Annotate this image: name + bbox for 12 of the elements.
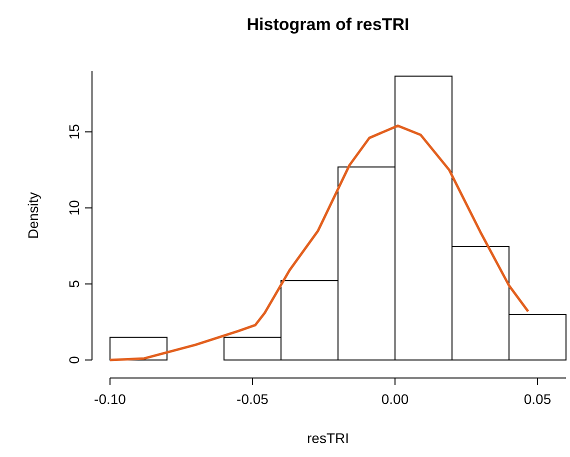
line-series — [108, 124, 530, 362]
x-tick-label: 0.05 — [524, 391, 552, 407]
x-tick-label: -0.05 — [236, 391, 269, 407]
y-tick-label: 5 — [66, 280, 82, 288]
x-tick-label: 0.00 — [381, 391, 409, 407]
chart-title: Histogram of resTRI — [246, 15, 410, 34]
x-axis-title: resTRI — [307, 430, 349, 446]
y-axis-title: Density — [25, 192, 41, 239]
y-tick-label: 15 — [66, 124, 82, 140]
y-tick-label: 0 — [66, 356, 82, 364]
y-tick-label: 10 — [66, 200, 82, 216]
x-tick-label: -0.10 — [94, 391, 126, 407]
